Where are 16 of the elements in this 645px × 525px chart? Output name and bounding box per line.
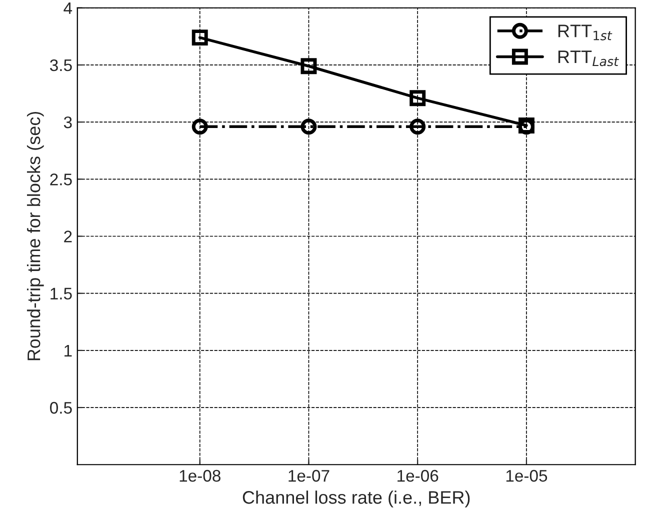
x-tick-label: 1e-05 bbox=[506, 470, 548, 482]
y-tick-label: 4 bbox=[64, 2, 72, 14]
y-tick-label: 3.5 bbox=[50, 59, 72, 72]
y-tick-label: 2.5 bbox=[50, 174, 72, 186]
x-tick-label: 1e-08 bbox=[180, 470, 220, 482]
y-tick-label: 1.5 bbox=[50, 288, 72, 300]
y-tick-label: 1 bbox=[64, 345, 72, 356]
legend-label: RTT$_{1st}$ bbox=[558, 24, 612, 40]
y-tick-label: 3 bbox=[64, 116, 72, 128]
y-tick-label: 0.5 bbox=[50, 402, 72, 414]
x-tick-label: 1e-06 bbox=[398, 470, 438, 482]
y-axis-title: Round-trip time for blocks (sec) bbox=[26, 112, 44, 360]
x-axis-title: Channel loss rate (i.e., BER) bbox=[242, 490, 470, 508]
y-tick-label: 2 bbox=[64, 230, 72, 242]
legend-label: RTT$_{Last}$ bbox=[558, 50, 619, 66]
x-tick-label: 1e-07 bbox=[288, 470, 330, 482]
